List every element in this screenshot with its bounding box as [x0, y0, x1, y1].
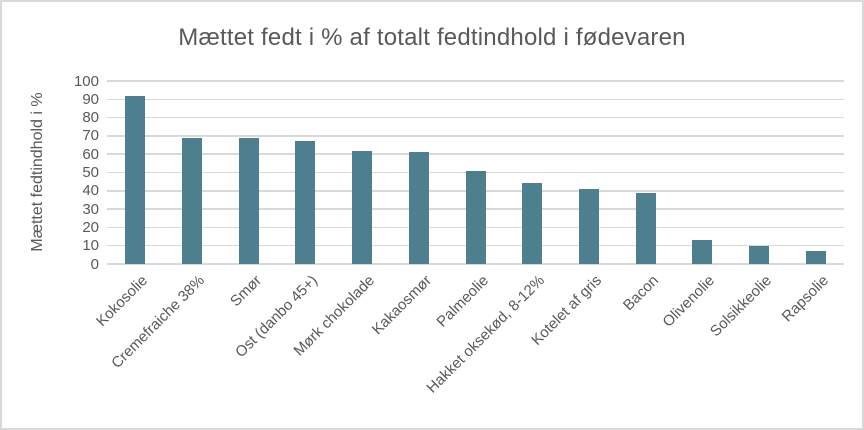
bar [125, 95, 146, 264]
y-tick-label: 90 [82, 90, 99, 108]
y-tick-label: 60 [82, 145, 99, 163]
bar [295, 141, 316, 264]
gridline [107, 80, 844, 82]
gridline [107, 98, 844, 101]
y-tick-label: 30 [82, 200, 99, 218]
y-axis-title: Mættet fedtindhold i % [29, 92, 46, 252]
bar [578, 188, 599, 264]
bar [352, 150, 373, 264]
bar [182, 137, 203, 264]
gridline [107, 116, 844, 119]
plot-area: 0 10 20 30 40 50 60 70 80 90 100 Kokosolie Cremefrai… [74, 74, 844, 397]
bar [522, 183, 543, 264]
y-tick-label: 70 [82, 127, 99, 145]
y-tick-label: 0 [90, 255, 99, 273]
bar [748, 245, 769, 264]
y-tick-label: 20 [82, 218, 99, 236]
bar [408, 152, 429, 264]
bar [805, 251, 826, 264]
bar [635, 192, 656, 264]
y-tick-label: 50 [82, 164, 99, 181]
y-tick-label: 10 [82, 237, 99, 255]
x-axis-line [107, 263, 844, 265]
bar [465, 170, 486, 264]
y-tick-label: 40 [82, 182, 99, 200]
chart-title: Mættet fedt i % af totalt fedtindhold i … [178, 24, 686, 51]
bar [238, 137, 259, 264]
y-tick-label: 100 [73, 72, 99, 90]
bar [692, 240, 713, 264]
gridline [107, 135, 844, 137]
gridline [107, 153, 844, 155]
y-tick-label: 80 [82, 109, 99, 127]
